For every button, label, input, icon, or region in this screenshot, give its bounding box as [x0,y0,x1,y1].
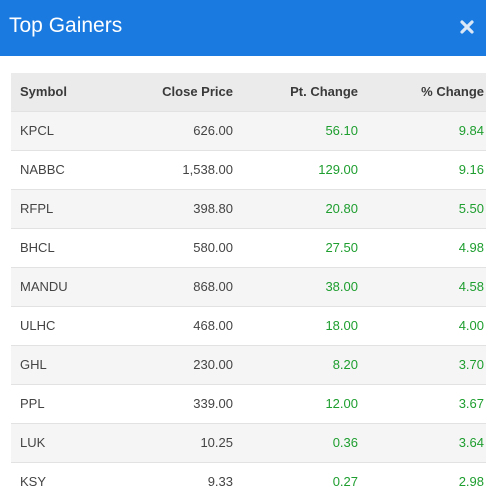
symbol-cell: LUK [20,435,46,450]
table-header-row: Symbol Close Price Pt. Change % Change [11,73,486,111]
pt-change-cell: 0.36 [332,435,358,450]
close-price-cell: 580.00 [193,240,233,255]
pt-change-cell: 18.00 [325,318,358,333]
symbol-cell: NABBC [20,162,65,177]
table-row[interactable]: LUK 10.25 0.36 3.64 [11,423,486,462]
pct-change-cell: 3.70 [458,357,484,372]
column-header-pct-change[interactable]: % Change [421,84,484,100]
pt-change-cell: 27.50 [325,240,358,255]
pct-change-cell: 9.16 [458,162,484,177]
pct-change-cell: 3.64 [458,435,484,450]
table-row[interactable]: ULHC 468.00 18.00 4.00 [11,306,486,345]
pct-change-cell: 4.58 [458,279,484,294]
column-header-close-price[interactable]: Close Price [162,84,233,100]
close-price-cell: 1,538.00 [182,162,233,177]
pct-change-cell: 4.98 [458,240,484,255]
pt-change-cell: 129.00 [318,162,358,177]
table-row[interactable]: KSY 9.33 0.27 2.98 [11,462,486,493]
pt-change-cell: 0.27 [332,474,358,490]
symbol-cell: MANDU [20,279,68,294]
pt-change-cell: 8.20 [332,357,358,372]
close-price-cell: 339.00 [193,396,233,411]
table-row[interactable]: KPCL 626.00 56.10 9.84 [11,111,486,150]
pct-change-cell: 4.00 [458,318,484,333]
close-price-cell: 626.00 [193,123,233,138]
close-button[interactable] [457,16,477,38]
modal-title: Top Gainers [9,14,123,37]
gainers-table: Symbol Close Price Pt. Change % Change K… [11,73,486,493]
symbol-cell: ULHC [20,318,56,333]
pt-change-cell: 38.00 [325,279,358,294]
pt-change-cell: 56.10 [325,123,358,138]
table-row[interactable]: NABBC 1,538.00 129.00 9.16 [11,150,486,189]
pt-change-cell: 12.00 [325,396,358,411]
symbol-cell: BHCL [20,240,55,255]
symbol-cell: GHL [20,357,47,372]
column-header-pt-change[interactable]: Pt. Change [290,84,358,100]
close-price-cell: 868.00 [193,279,233,294]
gainers-table-container: Symbol Close Price Pt. Change % Change K… [11,73,486,493]
symbol-cell: RFPL [20,201,54,216]
table-row[interactable]: RFPL 398.80 20.80 5.50 [11,189,486,228]
pct-change-cell: 9.84 [458,123,484,138]
close-price-cell: 9.33 [207,474,233,490]
symbol-cell: PPL [20,396,45,411]
table-row[interactable]: BHCL 580.00 27.50 4.98 [11,228,486,267]
close-price-cell: 10.25 [200,435,233,450]
table-row[interactable]: PPL 339.00 12.00 3.67 [11,384,486,423]
pct-change-cell: 3.67 [458,396,484,411]
modal-header: Top Gainers [0,0,486,56]
close-price-cell: 230.00 [193,357,233,372]
table-row[interactable]: MANDU 868.00 38.00 4.58 [11,267,486,306]
symbol-cell: KPCL [20,123,54,138]
symbol-cell: KSY [20,474,47,490]
close-price-cell: 468.00 [193,318,233,333]
column-header-symbol[interactable]: Symbol [20,84,67,100]
close-icon[interactable] [460,20,474,34]
pct-change-cell: 2.98 [458,474,484,490]
pt-change-cell: 20.80 [325,201,358,216]
close-price-cell: 398.80 [193,201,233,216]
pct-change-cell: 5.50 [458,201,484,216]
table-row[interactable]: GHL 230.00 8.20 3.70 [11,345,486,384]
